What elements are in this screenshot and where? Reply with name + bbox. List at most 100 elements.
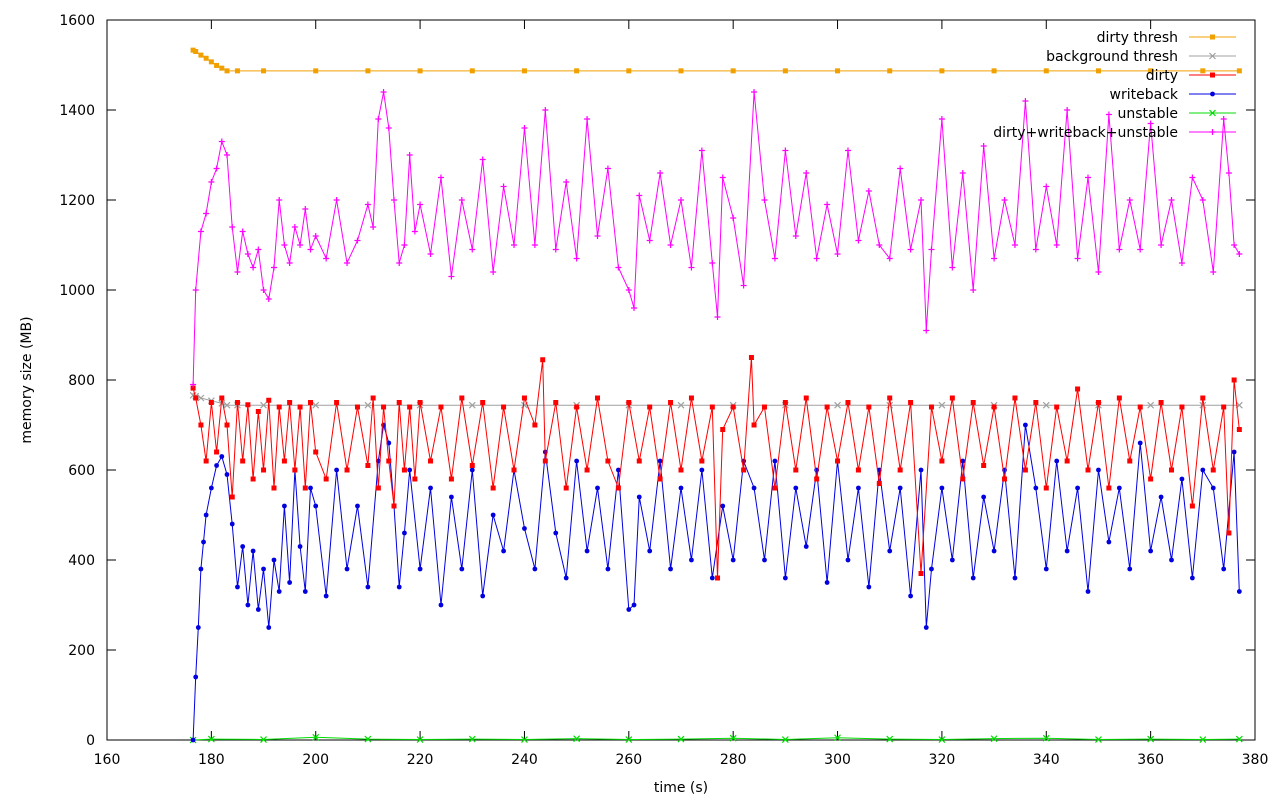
- writeback-point: [261, 566, 266, 572]
- writeback-point: [501, 548, 506, 554]
- dirty-writeback-unstable-point: [1074, 255, 1081, 262]
- dirty-point: [198, 422, 204, 428]
- dirty-writeback-unstable-point: [208, 179, 215, 185]
- x-tick-label: 320: [929, 752, 956, 768]
- background-thresh-point: [364, 401, 372, 409]
- legend-entry-unstable: unstable: [1118, 106, 1236, 122]
- dirty-writeback-unstable-point: [970, 287, 977, 293]
- background-thresh-point: [312, 401, 320, 409]
- unstable-point: [1199, 736, 1207, 743]
- dirty-point: [855, 467, 861, 473]
- series-writeback: [190, 422, 1242, 743]
- y-tick-label: 1200: [59, 193, 95, 209]
- x-axis-label: time (s): [654, 780, 708, 796]
- y-tick-label: 400: [68, 553, 95, 569]
- dirty-point: [1158, 400, 1164, 405]
- dirty-point: [584, 467, 590, 473]
- dirty-point: [720, 427, 726, 432]
- x-tick-label: 220: [407, 752, 434, 768]
- writeback-point: [793, 485, 799, 491]
- dirty-writeback-unstable-point: [615, 264, 622, 271]
- writeback-point: [845, 557, 851, 563]
- dirty-point: [709, 404, 715, 410]
- dirty-point: [615, 485, 621, 491]
- writeback-point: [1200, 467, 1206, 473]
- writeback-point: [198, 566, 204, 572]
- dirty-point: [323, 476, 329, 482]
- writeback-point: [1085, 589, 1091, 594]
- dirty-thresh-point: [469, 68, 475, 74]
- writeback-point: [1231, 449, 1237, 455]
- dirty-thresh-point: [887, 68, 893, 74]
- writeback-point: [201, 539, 206, 545]
- unstable-point: [990, 735, 998, 743]
- dirty-point: [401, 467, 407, 473]
- writeback-point: [668, 566, 673, 572]
- dirty-point: [381, 404, 387, 410]
- writeback-point: [1210, 485, 1216, 491]
- dirty-point: [459, 395, 465, 401]
- background-thresh-point: [197, 394, 205, 402]
- dirty-writeback-unstable-point: [511, 242, 518, 248]
- dirty-point: [908, 400, 914, 405]
- x-tick-label: 360: [1137, 752, 1164, 768]
- dirty-point: [276, 404, 282, 410]
- writeback-point: [751, 485, 757, 491]
- dirty-point: [626, 400, 632, 405]
- dirty-writeback-unstable-point: [865, 188, 872, 194]
- writeback-point: [970, 575, 976, 581]
- dirty-point: [1054, 404, 1060, 410]
- dirty-point: [240, 458, 246, 464]
- dirty-thresh-point: [678, 68, 684, 74]
- writeback-point: [1169, 557, 1174, 563]
- dirty-writeback-unstable-point: [897, 165, 904, 172]
- dirty-writeback-unstable-point: [824, 201, 831, 208]
- dirty-point: [636, 458, 642, 464]
- dirty-thresh-point: [626, 68, 632, 74]
- y-tick-label: 600: [68, 463, 95, 479]
- writeback-point: [584, 548, 590, 554]
- dirty-point: [532, 422, 538, 428]
- dirty-writeback-unstable-point: [291, 224, 298, 230]
- dirty-point: [668, 400, 674, 405]
- dirty-writeback-unstable-point: [709, 260, 716, 266]
- dirty-point: [761, 404, 767, 410]
- dirty-writeback-unstable-point: [218, 138, 225, 145]
- dirty-writeback-unstable-point: [792, 233, 799, 239]
- background-thresh-point: [834, 401, 841, 409]
- dirty-point: [1236, 427, 1242, 432]
- writeback-point: [720, 503, 726, 509]
- dirty-writeback-unstable-point: [923, 327, 930, 334]
- dirty-writeback-unstable-point: [396, 260, 403, 266]
- writeback-point: [287, 580, 293, 585]
- x-tick-label: 380: [1242, 752, 1269, 768]
- dirty-writeback-unstable-point: [244, 251, 251, 257]
- dirty-point: [1106, 485, 1112, 491]
- dirty-point: [991, 404, 997, 410]
- dirty-point: [574, 404, 580, 410]
- writeback-point: [407, 467, 413, 473]
- dirty-point: [918, 571, 924, 576]
- writeback-point: [438, 602, 444, 608]
- dirty-writeback-unstable-point: [239, 228, 246, 235]
- dirty-writeback-unstable-point: [1178, 260, 1185, 266]
- dirty-writeback-unstable-point: [803, 170, 810, 176]
- background-thresh-point: [218, 399, 226, 407]
- dirty-writeback-unstable-point: [192, 287, 199, 293]
- dirty-point: [939, 458, 945, 464]
- dirty-point: [511, 467, 517, 473]
- writeback-point: [240, 544, 246, 549]
- series-line-background-thresh: [192, 394, 1240, 406]
- dirty-writeback-unstable-point: [323, 255, 330, 262]
- series-layer: [189, 47, 1243, 744]
- x-tick-label: 300: [824, 752, 851, 768]
- dirty-writeback-unstable-point: [782, 147, 789, 154]
- dirty-point: [715, 575, 721, 581]
- background-thresh-point: [938, 401, 946, 409]
- dirty-point: [730, 404, 736, 410]
- dirty-point: [563, 485, 569, 491]
- dirty-writeback-unstable-point: [1053, 242, 1060, 248]
- dirty-point: [949, 395, 955, 401]
- legend-label: dirty: [1146, 68, 1178, 84]
- dirty-point: [287, 400, 293, 405]
